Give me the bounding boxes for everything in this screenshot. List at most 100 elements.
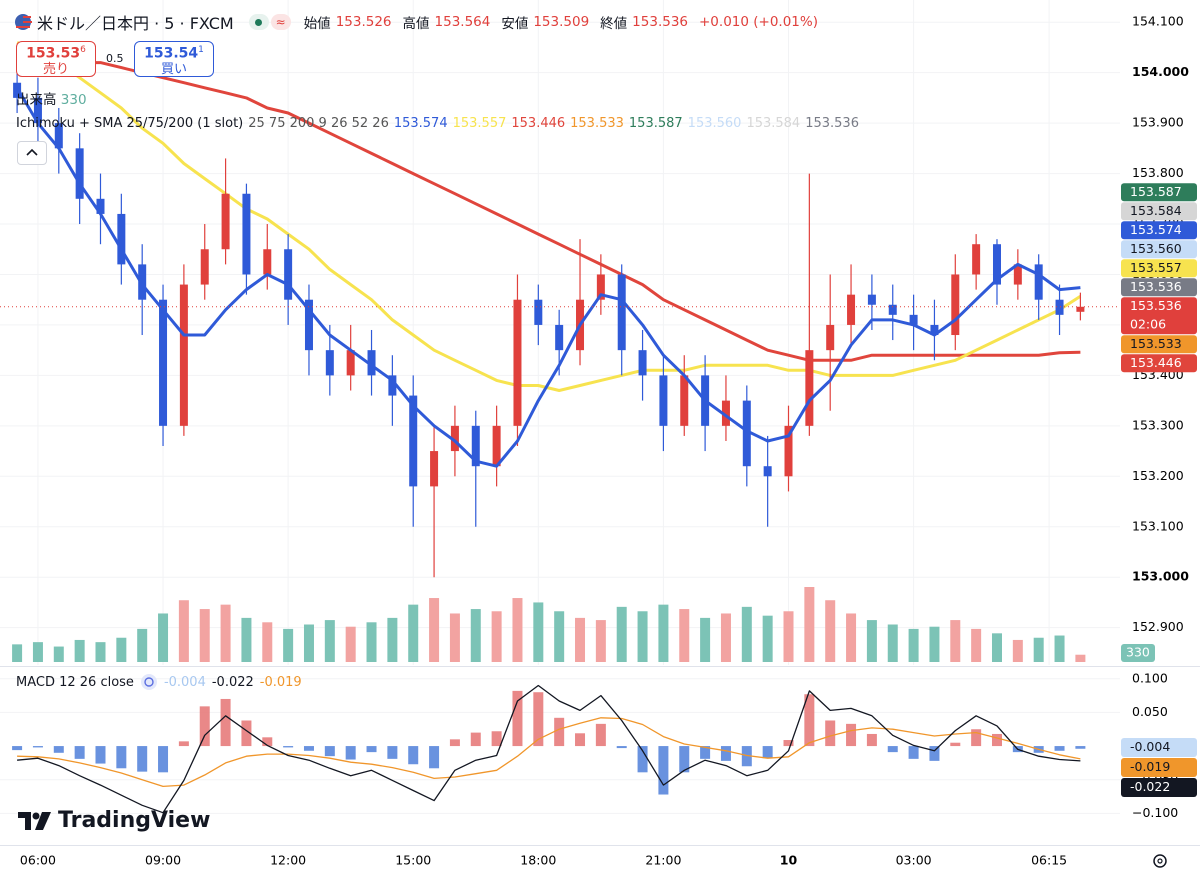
logo-icon — [18, 811, 51, 830]
volume-bar — [199, 609, 210, 662]
macd-hist-bar — [929, 746, 940, 761]
volume-bar — [12, 644, 23, 662]
y-tick-label: 0.100 — [1132, 670, 1168, 685]
candle-body — [346, 350, 355, 376]
candle-body — [888, 304, 897, 315]
macd-hist-bar — [283, 746, 294, 748]
price-badge-label: 153.533 — [1130, 336, 1182, 351]
macd-pane — [0, 678, 1120, 814]
macd-badge — [1121, 738, 1197, 757]
volume-bar — [324, 620, 335, 662]
candle-body — [680, 375, 689, 426]
indicator-value: 153.446 — [511, 116, 566, 131]
volume-bar — [1054, 635, 1065, 662]
indicator-value: 153.557 — [452, 116, 507, 131]
indicator-value: 153.560 — [687, 116, 742, 131]
macd-badge-label: -0.004 — [1130, 739, 1170, 754]
volume-bar — [887, 624, 898, 662]
y-tick-label: 154.100 — [1132, 14, 1184, 29]
macd-hist-bar — [720, 746, 731, 761]
volume-bar — [950, 620, 961, 662]
sell-button[interactable]: 153.536 売り — [16, 41, 96, 77]
buy-button[interactable]: 153.541 買い — [134, 41, 214, 77]
price-badge — [1121, 183, 1197, 202]
candle-body — [951, 274, 960, 336]
price-badge — [1121, 240, 1197, 259]
sell-pip: 6 — [80, 45, 86, 55]
macd-hist-bar — [679, 746, 690, 773]
volume-bar — [616, 606, 627, 662]
candle-body — [534, 299, 543, 325]
sma-line — [58, 61, 1081, 362]
x-tick-label: 18:00 — [520, 853, 556, 868]
x-tick-label: 09:00 — [145, 853, 181, 868]
price-badge — [1121, 297, 1197, 335]
macd-hist-bar — [32, 746, 43, 748]
macd-hist-bar — [658, 746, 669, 795]
macd-hist-bar — [345, 746, 356, 760]
candle-body — [159, 299, 168, 426]
open-label: 始値 — [303, 16, 331, 32]
price-badge-label: 153.587 — [1130, 184, 1182, 199]
candle-body — [805, 350, 814, 426]
y-tick-label: 153.800 — [1132, 165, 1184, 180]
y-tick-label: 153.000 — [1132, 569, 1189, 584]
volume-bar — [262, 622, 273, 662]
candle-body — [54, 123, 63, 149]
macd-hist-bar — [429, 746, 440, 769]
macd-hist-bar — [53, 746, 64, 753]
volume-bar — [679, 609, 690, 662]
volume-bar — [700, 617, 711, 662]
indicator-value: 153.584 — [746, 116, 801, 131]
price-badge-label: 153.574 — [1130, 222, 1182, 237]
volume-bar — [825, 600, 836, 662]
volume-bar — [929, 626, 940, 662]
indicator-value: 153.536 — [805, 116, 859, 131]
volume-bar — [345, 626, 356, 662]
macd-hist-bar — [595, 723, 606, 747]
candle-body — [742, 400, 751, 467]
price-badge-label: 153.560 — [1130, 241, 1182, 256]
indicator-params: 25 75 200 9 26 52 26 — [248, 116, 389, 131]
macd-hist-bar — [262, 737, 273, 747]
candle-body — [1055, 299, 1064, 315]
price-badge-label: 153.536 — [1130, 298, 1182, 313]
volume-bar — [491, 611, 502, 662]
buy-pip: 1 — [198, 45, 204, 55]
volume-bar — [846, 613, 857, 662]
macd-hist-bar — [470, 732, 481, 747]
indicator-value: 153.587 — [628, 116, 683, 131]
macd-hist-bar — [95, 746, 106, 764]
symbol[interactable]: 米ドル／日本円 · 5 · FXCM — [37, 14, 234, 33]
macd-hist-bar — [866, 733, 877, 747]
macd-hist-bar — [971, 729, 982, 747]
volume-badge-label: 330 — [1126, 645, 1150, 660]
price-badge-label: 153.536 — [1130, 279, 1182, 294]
volume-bar — [658, 604, 669, 662]
macd-icon[interactable] — [140, 673, 158, 691]
volume-bar — [158, 613, 169, 662]
candle-body — [388, 375, 397, 396]
candle-body — [659, 375, 668, 426]
volume-bar — [804, 587, 815, 662]
volume-value: 330 — [60, 92, 87, 108]
settings-button[interactable] — [1153, 854, 1167, 868]
macd-hist-bar — [991, 733, 1002, 747]
y-tick-label: 153.300 — [1132, 417, 1184, 432]
collapse-button[interactable] — [17, 141, 47, 165]
volume-bar — [53, 646, 64, 662]
high-label: 高値 — [402, 16, 430, 32]
macd-hist-bar — [637, 746, 648, 773]
macd-hist-bar — [366, 746, 377, 753]
y-tick-label: 152.900 — [1132, 619, 1184, 634]
price-badge — [1121, 354, 1197, 373]
volume-bar — [220, 604, 231, 662]
volume-label: 出来高 — [16, 92, 57, 108]
volume-badge — [1121, 644, 1155, 662]
candle-body — [867, 294, 876, 305]
macd-hist-bar — [303, 746, 314, 751]
flag-icon — [15, 14, 32, 30]
candle-body — [284, 249, 293, 300]
